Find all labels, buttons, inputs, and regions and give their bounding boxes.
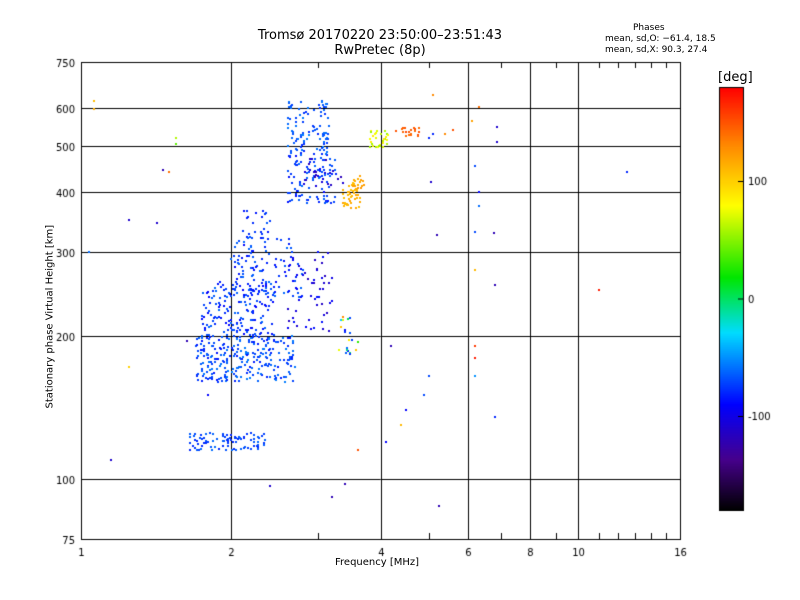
colorbar-label: [deg] bbox=[718, 70, 753, 85]
x-axis-label: Frequency [MHz] bbox=[335, 557, 420, 568]
chart-title: Tromsø 20170220 23:50:00–23:51:43 RwPret… bbox=[230, 28, 530, 58]
title-line-1: Tromsø 20170220 23:50:00–23:51:43 bbox=[257, 28, 503, 43]
phase-o-stats: mean, sd,O: −61.4, 18.5 bbox=[605, 34, 716, 44]
phase-stats: Phases mean, sd,O: −61.4, 18.5 mean, sd,… bbox=[605, 23, 755, 56]
phase-heading: Phases bbox=[633, 23, 665, 33]
phase-x-stats: mean, sd,X: 90.3, 27.4 bbox=[605, 45, 708, 55]
title-line-2: RwPretec (8p) bbox=[334, 43, 426, 58]
y-axis-label: Stationary phase Virtual Height [km] bbox=[44, 224, 56, 409]
